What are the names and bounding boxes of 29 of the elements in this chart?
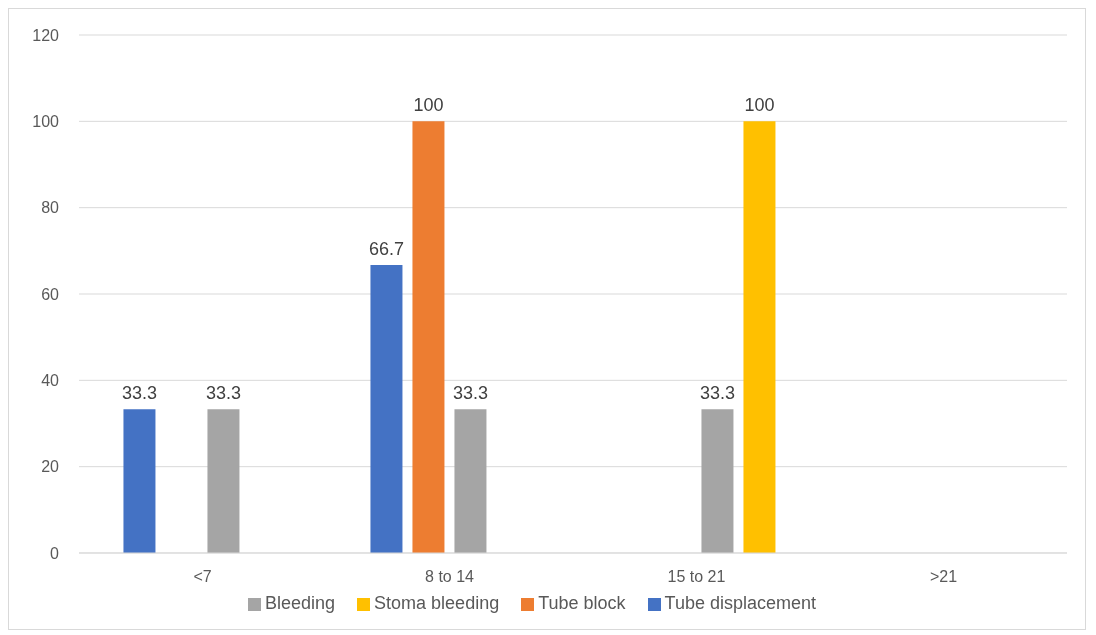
y-tick-label: 80	[41, 199, 60, 217]
x-tick-label: 8 to 14	[425, 568, 475, 586]
legend-label: Tube block	[538, 593, 626, 613]
bar	[207, 409, 240, 553]
bar	[123, 409, 156, 553]
y-tick-label: 60	[41, 285, 60, 303]
data-label: 66.7	[368, 239, 404, 260]
x-tick-label: <7	[193, 568, 212, 586]
data-label: 33.3	[452, 383, 488, 404]
data-label: 33.3	[121, 383, 157, 404]
legend-label: Bleeding	[265, 593, 336, 613]
y-tick-label: 40	[41, 372, 60, 390]
x-tick-label: >21	[929, 568, 958, 586]
bar	[701, 409, 734, 553]
bar	[743, 121, 776, 553]
y-tick-label: 100	[32, 113, 60, 131]
legend-label: Stoma bleeding	[374, 593, 500, 613]
data-label: 33.3	[205, 383, 241, 404]
y-tick-label: 20	[41, 458, 60, 476]
y-tick-label: 120	[32, 26, 60, 44]
data-label: 33.3	[699, 383, 735, 404]
data-label: 100	[744, 95, 775, 116]
data-label: 100	[413, 95, 444, 116]
bar	[454, 409, 487, 553]
x-tick-label: 15 to 21	[667, 568, 726, 586]
y-tick-label: 0	[50, 544, 60, 562]
bar	[412, 121, 445, 553]
legend-label: Tube displacement	[664, 593, 816, 613]
bar	[370, 265, 403, 553]
